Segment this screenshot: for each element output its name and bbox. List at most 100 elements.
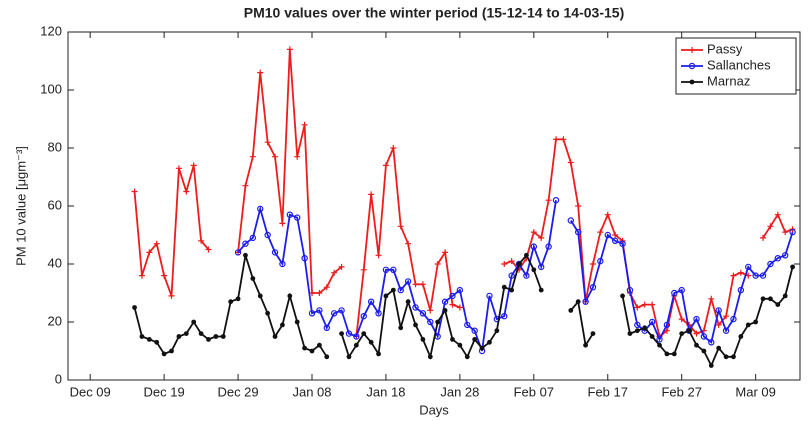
- point: [664, 351, 670, 357]
- point: [264, 231, 271, 239]
- point: [367, 298, 375, 305]
- point: [375, 252, 382, 259]
- point: [731, 354, 736, 360]
- point: [132, 305, 137, 310]
- point: [169, 348, 174, 354]
- point-glyph: [161, 272, 168, 279]
- point-glyph: [131, 188, 138, 195]
- point-glyph: [272, 153, 279, 160]
- point: [716, 345, 722, 351]
- point: [456, 286, 464, 294]
- point-glyph: [538, 234, 545, 241]
- point: [553, 136, 559, 143]
- point: [648, 318, 656, 326]
- point-glyph: [368, 191, 375, 198]
- point: [723, 354, 729, 360]
- x-tick-label: Jan 28: [440, 384, 479, 399]
- point: [301, 255, 308, 262]
- point: [590, 331, 596, 336]
- point: [568, 308, 574, 313]
- point: [530, 229, 537, 236]
- point-glyph: [612, 232, 619, 238]
- point: [693, 315, 700, 323]
- point: [360, 313, 367, 320]
- series-line: [237, 200, 794, 352]
- point-glyph: [641, 301, 648, 308]
- point-glyph: [286, 46, 293, 53]
- point: [708, 363, 714, 368]
- point: [701, 348, 707, 354]
- point: [538, 234, 545, 241]
- point: [427, 307, 434, 314]
- point-glyph: [767, 223, 774, 230]
- y-tick-label: 20: [48, 313, 62, 328]
- point: [745, 322, 751, 328]
- point-glyph: [360, 266, 367, 273]
- point: [301, 121, 308, 128]
- point: [331, 269, 338, 276]
- point: [634, 321, 641, 329]
- point: [316, 307, 323, 314]
- point: [397, 223, 404, 230]
- point-glyph: [175, 165, 182, 172]
- point: [280, 322, 285, 328]
- point: [449, 292, 456, 300]
- point: [420, 337, 426, 342]
- point: [405, 240, 412, 247]
- point: [753, 319, 759, 325]
- point: [375, 310, 382, 317]
- y-tick-label: 40: [48, 255, 62, 270]
- point: [294, 319, 300, 325]
- point: [575, 299, 581, 305]
- point: [413, 322, 418, 328]
- point: [611, 237, 619, 244]
- point: [663, 321, 671, 329]
- point: [790, 264, 796, 270]
- point-glyph: [567, 159, 574, 166]
- point-glyph: [397, 223, 404, 230]
- point: [324, 354, 330, 360]
- point: [390, 287, 396, 293]
- point: [376, 351, 381, 357]
- legend-marker: [689, 47, 695, 53]
- point: [759, 272, 767, 279]
- point: [382, 266, 390, 273]
- point: [589, 261, 596, 267]
- point: [619, 240, 626, 247]
- point: [427, 354, 433, 360]
- x-tick-label: Mar 09: [735, 384, 775, 399]
- point: [191, 319, 197, 325]
- point-glyph: [331, 269, 338, 276]
- point: [604, 231, 611, 239]
- point-glyph: [434, 261, 441, 267]
- point: [153, 240, 160, 247]
- point: [538, 287, 544, 293]
- point: [323, 324, 330, 331]
- point: [250, 276, 256, 281]
- point: [509, 287, 515, 293]
- point: [486, 292, 493, 300]
- chart-title: PM10 values over the winter period (15-1…: [244, 5, 624, 21]
- point: [302, 345, 308, 351]
- point: [730, 315, 737, 323]
- point-glyph: [316, 290, 323, 296]
- point: [626, 286, 634, 294]
- point: [657, 342, 662, 348]
- point: [479, 345, 485, 351]
- point: [789, 228, 796, 236]
- point: [139, 334, 145, 339]
- y-tick-label: 0: [55, 371, 62, 386]
- point: [627, 331, 633, 336]
- point: [161, 351, 167, 357]
- point: [146, 249, 153, 256]
- point: [398, 325, 404, 331]
- point: [656, 336, 663, 343]
- point: [774, 255, 782, 262]
- y-tick-label: 120: [40, 23, 62, 38]
- point-glyph: [737, 269, 744, 276]
- point: [567, 159, 574, 166]
- point: [346, 354, 352, 360]
- point: [641, 301, 648, 308]
- point: [634, 304, 641, 311]
